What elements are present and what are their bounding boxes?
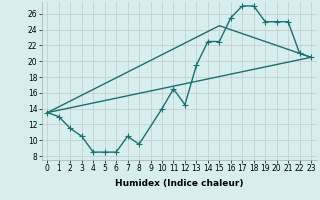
X-axis label: Humidex (Indice chaleur): Humidex (Indice chaleur) [115, 179, 244, 188]
